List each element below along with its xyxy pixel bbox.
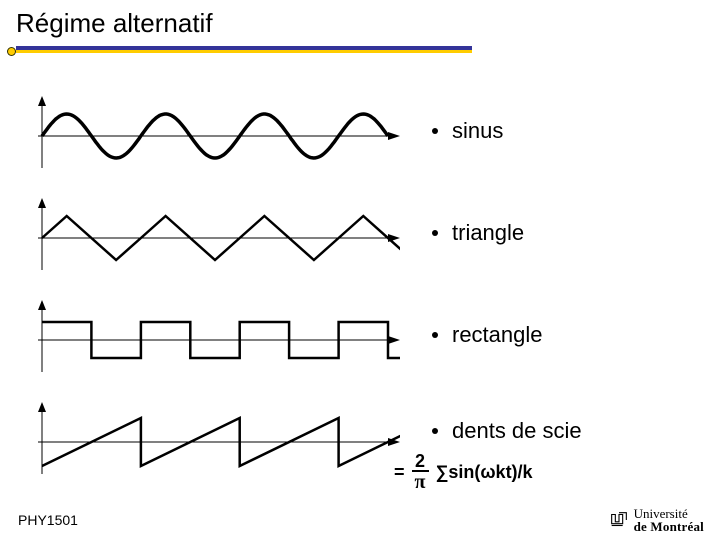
formula-eq: = — [394, 462, 405, 483]
wave-label-rectangle-text: rectangle — [452, 322, 543, 347]
wave-label-sine: sinus — [432, 118, 503, 144]
formula-rest: ∑sin(ωkt)/k — [436, 462, 533, 483]
wave-square — [30, 300, 400, 380]
wave-sawtooth-svg — [30, 402, 400, 482]
wave-triangle-svg — [30, 198, 400, 278]
bullet-icon — [432, 230, 438, 236]
wave-label-rectangle: rectangle — [432, 322, 543, 348]
bullet-icon — [432, 428, 438, 434]
formula-numerator: 2 — [412, 452, 429, 472]
wave-triangle — [30, 198, 400, 278]
wave-square-svg — [30, 300, 400, 380]
title-underline-bottom — [16, 50, 472, 53]
footer-uni-line2: de Montréal — [634, 520, 704, 534]
bullet-icon — [432, 128, 438, 134]
bullet-icon — [432, 332, 438, 338]
page-title: Régime alternatif — [16, 8, 213, 39]
wave-label-sine-text: sinus — [452, 118, 503, 143]
wave-label-triangle: triangle — [432, 220, 524, 246]
wave-sine-svg — [30, 96, 400, 176]
slide: Régime alternatif sinus triangle — [0, 0, 720, 540]
wave-label-triangle-text: triangle — [452, 220, 524, 245]
formula-denominator: π — [412, 472, 429, 492]
wave-sine — [30, 96, 400, 176]
formula-fraction: 2 π — [412, 452, 429, 492]
footer-university: Université de Montréal — [634, 507, 704, 534]
wave-label-sawtooth: dents de scie — [432, 418, 582, 444]
university-logo-icon — [608, 509, 630, 531]
sawtooth-formula: = 2 π ∑sin(ωkt)/k — [394, 452, 533, 492]
wave-label-sawtooth-text: dents de scie — [452, 418, 582, 443]
wave-sawtooth — [30, 402, 400, 482]
footer-uni-line1: Université — [634, 507, 704, 521]
footer-course-code: PHY1501 — [18, 512, 78, 528]
title-underline-dot — [8, 48, 15, 55]
